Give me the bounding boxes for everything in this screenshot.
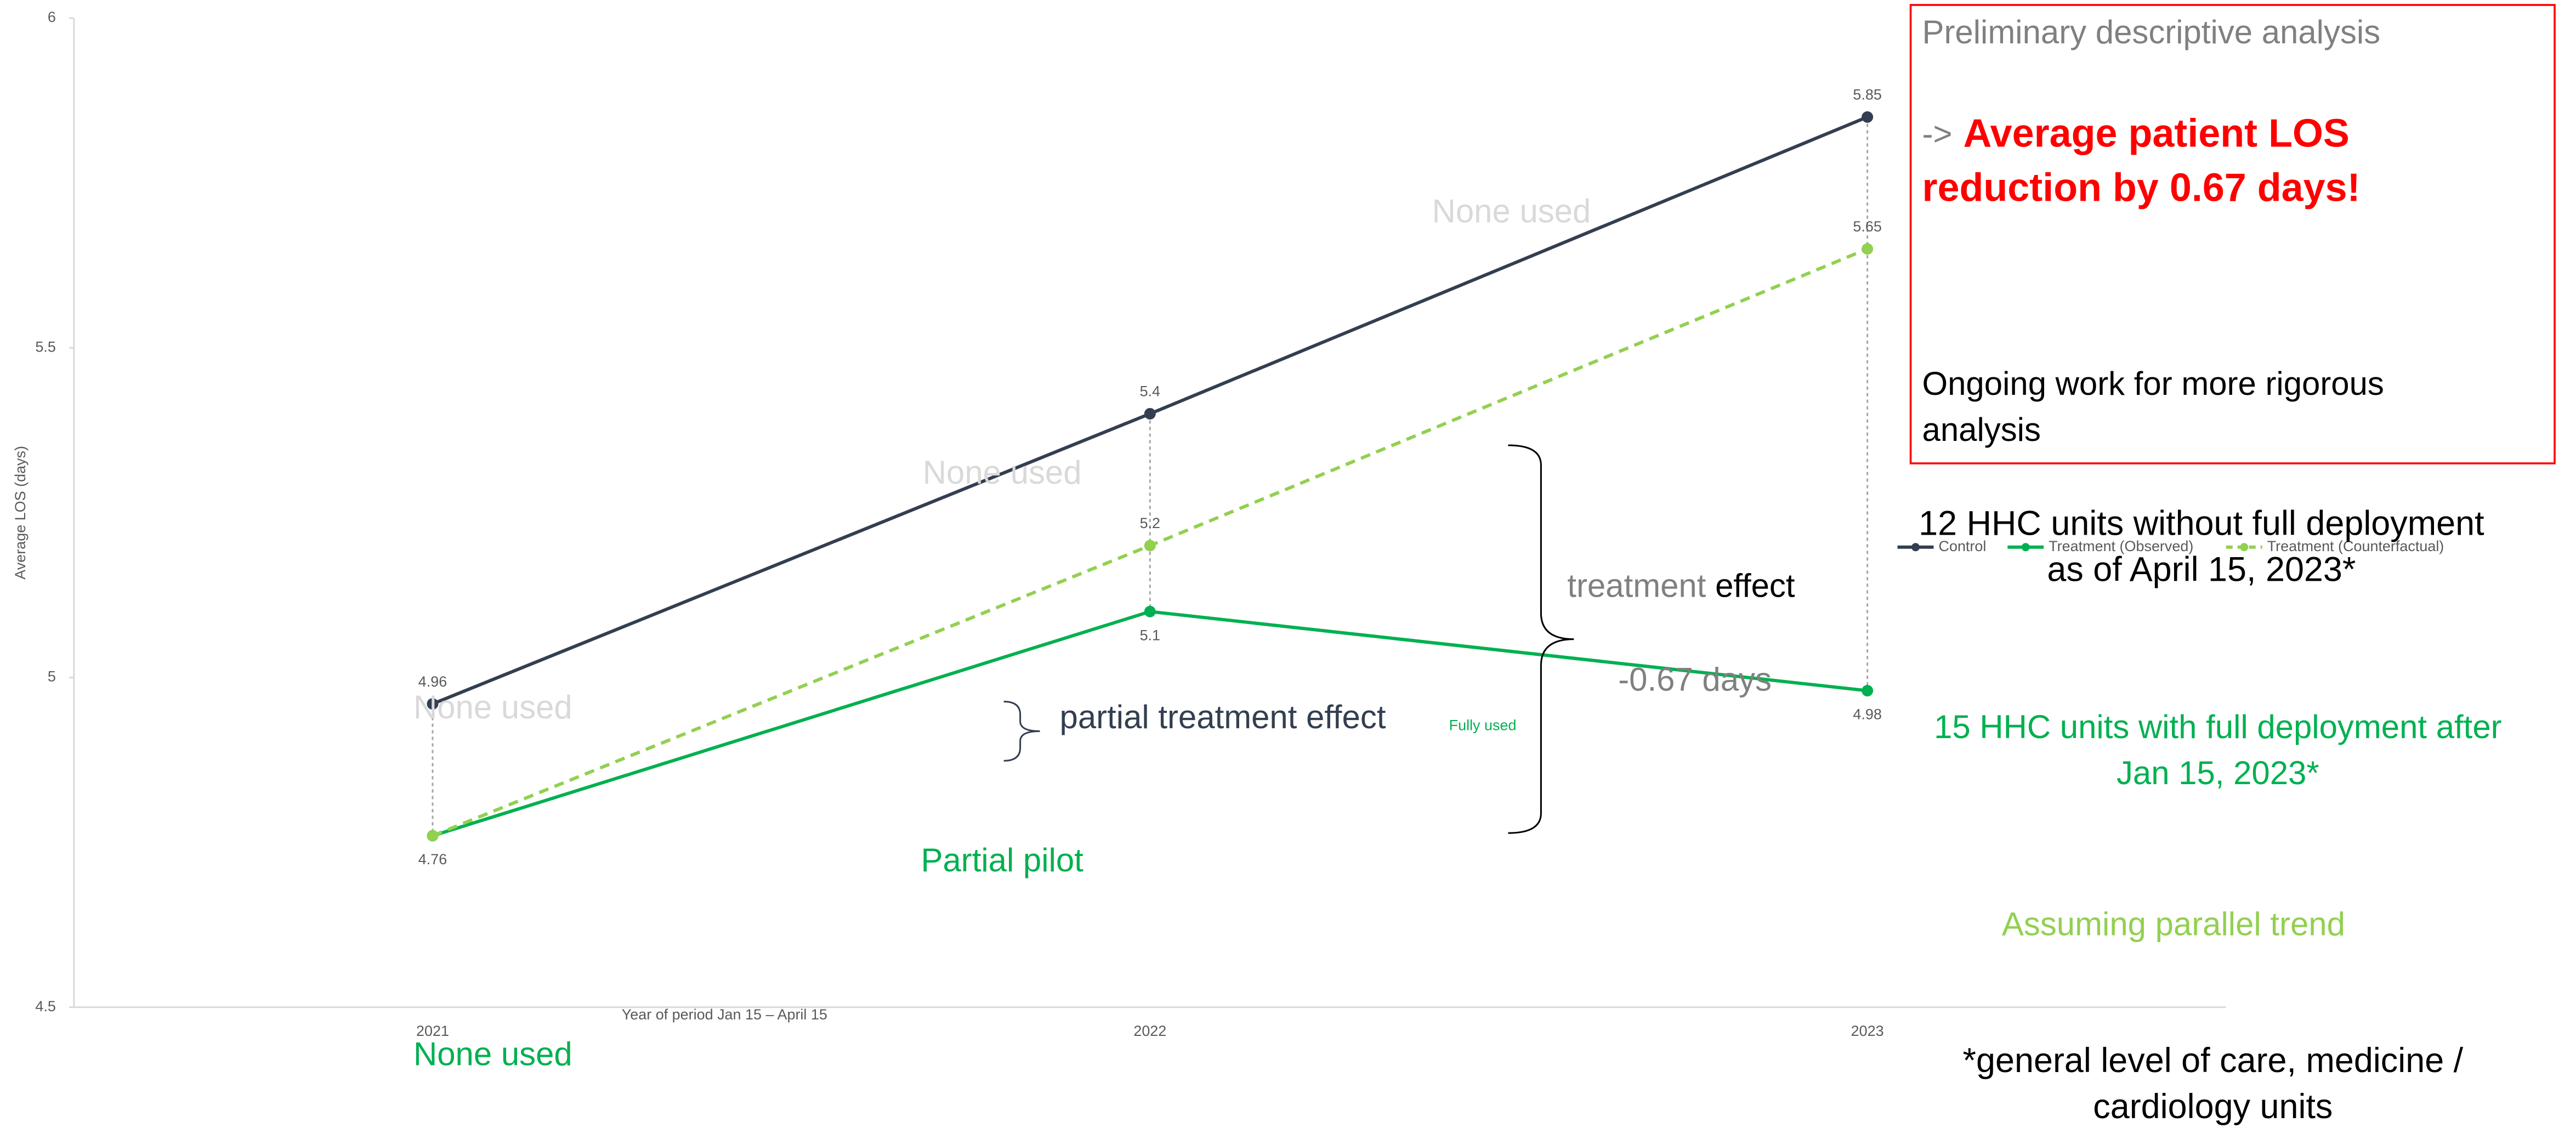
annotation: Jan 15, 2023* <box>2117 755 2319 791</box>
footnote: *general level of care, medicine / <box>1963 1041 2464 1080</box>
data-point <box>427 698 439 710</box>
annotation: Partial pilot <box>921 842 1083 878</box>
plot: 4.5 5 5.5 6 2021 2022 2023 4.96 5.4 5.85 4.76 5.1 4.… <box>35 9 2226 1039</box>
arrow: -> <box>1922 116 1953 152</box>
box-note: Ongoing work for more rigorous <box>1922 365 2384 402</box>
legend: Control Treatment (Observed) Treatment (Co… <box>1897 538 2444 554</box>
annotation: 12 HHC units without full deployment <box>1919 504 2484 542</box>
data-point <box>1144 605 1156 617</box>
data-point <box>427 830 439 842</box>
legend-label: Treatment (Counterfactual) <box>2267 538 2444 554</box>
y-tick-label: 5.5 <box>35 338 55 355</box>
annotation: None used <box>413 689 572 725</box>
annotation-part: treatment <box>1567 568 1706 604</box>
highlight-line: reduction by 0.67 days! <box>1922 166 2361 210</box>
y-tick-label: 6 <box>48 9 56 25</box>
brace <box>1003 700 1040 762</box>
y-tick-label: 5 <box>48 668 56 685</box>
data-label: 4.96 <box>418 673 447 690</box>
data-point <box>1862 111 1874 123</box>
brace <box>1508 444 1574 834</box>
data-point <box>1144 540 1156 552</box>
data-point <box>1144 408 1156 420</box>
box-note: analysis <box>1922 411 2041 448</box>
legend-marker <box>1911 543 1920 552</box>
data-label: 5.2 <box>1140 515 1160 531</box>
annotation: None used <box>413 1035 572 1072</box>
annotation: -0.67 days <box>1618 661 1772 698</box>
x-tick-label: 2021 <box>416 1023 449 1039</box>
data-point <box>1862 685 1874 697</box>
annotation: None used <box>1432 192 1591 229</box>
annotation: as of April 15, 2023* <box>2047 550 2356 588</box>
x-tick-label: 2022 <box>1133 1023 1166 1039</box>
data-label: 4.76 <box>418 851 447 868</box>
annotation: None used <box>923 454 1082 491</box>
box-title: Preliminary descriptive analysis <box>1922 14 2381 50</box>
annotation: Fully used <box>1449 717 1517 733</box>
y-axis-label: Average LOS (days) <box>12 446 29 580</box>
data-point <box>1862 243 1874 255</box>
legend-label: Treatment (Observed) <box>2049 538 2193 554</box>
legend-marker <box>2021 543 2030 552</box>
data-label: 5.85 <box>1853 87 1881 103</box>
highlight-line: Average patient LOS <box>1963 112 2349 156</box>
x-axis-label: Year of period Jan 15 – April 15 <box>622 1006 827 1023</box>
data-label: 5.4 <box>1140 383 1160 400</box>
annotation: partial treatment effect <box>1060 699 1386 735</box>
data-label: 4.98 <box>1853 706 1881 723</box>
annotation: 15 HHC units with full deployment after <box>1934 708 2502 745</box>
legend-marker <box>2240 543 2249 552</box>
box-highlight: -> Average patient LOS <box>1922 112 2350 156</box>
note-box <box>1909 4 2556 464</box>
footnote: cardiology units <box>2093 1087 2333 1126</box>
annotation: Assuming parallel trend <box>2002 906 2345 943</box>
data-label: 5.65 <box>1853 218 1881 235</box>
y-tick-label: 4.5 <box>35 998 55 1014</box>
x-tick-label: 2023 <box>1851 1023 1884 1039</box>
data-label: 5.1 <box>1140 627 1160 643</box>
annotation-part: effect <box>1715 568 1795 604</box>
annotation: treatment effect <box>1567 568 1795 604</box>
legend-label: Control <box>1938 538 1986 554</box>
